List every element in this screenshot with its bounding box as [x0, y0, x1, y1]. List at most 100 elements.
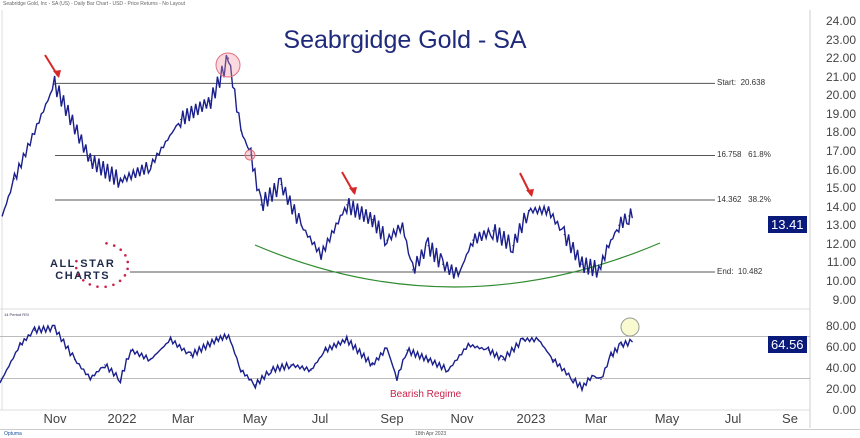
rsi-series-point [240, 369, 242, 371]
rsi-axis-tick: 80.00 [825, 319, 856, 333]
rsi-series-point [0, 382, 1, 384]
price-axis-tick: 16.00 [825, 162, 856, 177]
rsi-series-point [169, 339, 172, 341]
logo-star-icon [88, 283, 92, 286]
rsi-series-point [290, 364, 292, 366]
price-series-point [547, 209, 550, 212]
x-axis-tick: 2022 [107, 411, 137, 426]
x-axis-tick: Jul [724, 411, 742, 426]
logo-star-icon [112, 283, 115, 287]
fib-level-label: 14.362 38.2% [717, 194, 771, 204]
price-axis-tick: 15.00 [825, 181, 856, 196]
all-star-charts-logo: ALL STAR CHARTS [50, 258, 116, 282]
price-series-point [280, 183, 282, 186]
rsi-series-point [572, 378, 574, 381]
arrow-head-icon [526, 189, 534, 197]
price-series-point [527, 209, 530, 212]
price-series-point [386, 239, 388, 241]
price-axis-tick: 23.00 [825, 32, 856, 47]
logo-star-icon [118, 279, 122, 283]
rsi-series-point [447, 369, 449, 371]
rsi-series-point [591, 374, 593, 376]
price-series-point [631, 217, 633, 219]
price-series-point [320, 254, 322, 256]
price-axis-tick: 14.00 [825, 199, 856, 214]
logo-star-icon [74, 266, 78, 270]
logo-star-icon [77, 273, 80, 276]
chart-title: Seabrgidge Gold - SA [283, 26, 527, 54]
price-axis-tick: 21.00 [825, 69, 856, 84]
x-axis-tick: May [242, 411, 268, 426]
price-axis-tick: 24.00 [825, 14, 856, 28]
price-series-point [608, 245, 610, 247]
rsi-series-point [227, 334, 230, 337]
rsi-series-point [33, 329, 36, 331]
logo-star-icon [126, 260, 130, 264]
price-series-point [180, 118, 182, 121]
logo-star-icon [105, 242, 108, 245]
footer-date: 18th Apr 2023 [415, 431, 447, 437]
logo-star-icon [124, 254, 127, 257]
x-axis-tick: Nov [450, 411, 474, 426]
price-series-point [472, 239, 474, 241]
x-axis-tick: Mar [584, 411, 608, 426]
rsi-label: 14 Period RSI [4, 312, 29, 317]
rsi-axis-tick: 0.00 [832, 403, 856, 417]
bearish-regime-label: Bearish Regime [390, 389, 462, 400]
fib-level-label: 16.758 61.8% [717, 150, 771, 160]
price-axis-tick: 18.00 [825, 125, 856, 140]
price-axis-tick: 19.00 [825, 106, 856, 121]
rsi-series-point [522, 339, 524, 341]
price-series-point [149, 165, 152, 167]
rsi-series-point [581, 387, 583, 389]
rsi-series-point [119, 378, 122, 381]
price-series-point [457, 274, 459, 277]
x-axis-tick: Se [782, 411, 798, 426]
price-series-point [260, 204, 262, 206]
x-axis-tick: 2023 [516, 411, 546, 426]
price-series-point [411, 269, 414, 271]
rsi-series-point [270, 369, 272, 371]
footer: Optuma 18th Apr 2023 [0, 429, 860, 438]
price-series-point [427, 245, 429, 247]
rsi-series-point [620, 344, 622, 346]
x-axis-tick: May [654, 411, 680, 426]
price-series-point [371, 219, 374, 221]
price-series-point [401, 224, 404, 226]
price-axis-tick: 13.00 [825, 218, 856, 233]
rsi-series-point [386, 347, 388, 349]
logo-star-icon [123, 274, 127, 277]
price-series-point [227, 57, 230, 59]
rsi-series-point [19, 344, 21, 346]
rsi-highlight-circle [620, 317, 640, 337]
fib-level-label: Start: 20.638 [717, 78, 766, 88]
rsi-series-point [74, 359, 76, 361]
price-series-point [13, 178, 16, 180]
price-series-point [563, 233, 565, 236]
rsi-series-point [346, 339, 348, 341]
price-axis-tick: 12.00 [825, 236, 856, 251]
price-series-point [1, 215, 3, 217]
logo-star-icon [112, 244, 116, 247]
logo-star-icon [119, 248, 123, 252]
rsi-series-point [190, 354, 192, 356]
rsi-series-point [129, 349, 132, 351]
price-series-point [512, 245, 514, 247]
price-axis-tick: 11.00 [826, 255, 856, 270]
price-axis-tick: 10.00 [825, 273, 856, 288]
price-series-point [581, 263, 583, 265]
price-series-point [300, 224, 302, 226]
highlight-circle [215, 52, 241, 78]
rsi-series-point [54, 327, 56, 329]
price-series-point [119, 180, 122, 182]
rsi-series-point [552, 359, 554, 361]
rsi-series-point [310, 369, 312, 371]
arrow-head-icon [53, 70, 61, 78]
price-axis-tick: 9.00 [832, 292, 856, 307]
x-axis-tick: Sep [380, 411, 404, 426]
price-series-point [89, 159, 91, 161]
price-series-point [628, 215, 630, 217]
optuma-brand: Optuma [4, 431, 22, 437]
